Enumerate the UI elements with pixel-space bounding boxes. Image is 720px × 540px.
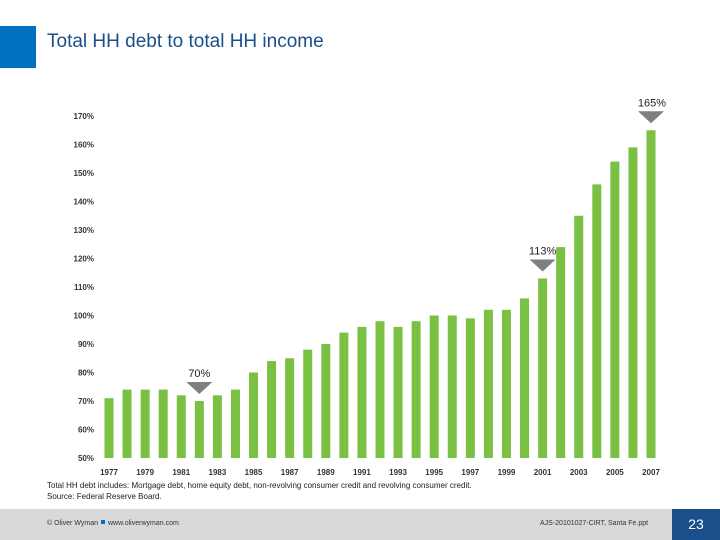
bar-1995 (429, 315, 439, 458)
callout-label: 165% (638, 97, 666, 109)
chart-notes: Total HH debt includes: Mortgage debt, h… (47, 480, 472, 502)
x-tick-label: 2003 (570, 468, 588, 477)
y-tick-label: 170% (74, 112, 94, 121)
footer-left: © Oliver Wyman www.oliverwyman.com (47, 520, 179, 527)
bar-2005 (610, 161, 620, 458)
bar-1994 (411, 321, 421, 458)
copyright-text: © Oliver Wyman (47, 520, 98, 527)
x-tick-label: 1995 (425, 468, 443, 477)
bar-1978 (122, 389, 132, 458)
bar-1999 (501, 309, 511, 458)
y-tick-label: 130% (74, 226, 94, 235)
callouts: 70% 113% 165% (186, 97, 666, 394)
y-tick-label: 110% (74, 283, 94, 292)
y-tick-label: 160% (74, 141, 94, 150)
bar-2003 (574, 215, 584, 458)
bar-2001 (538, 278, 548, 458)
footer-bar: © Oliver Wyman www.oliverwyman.com AJS-20… (0, 509, 672, 540)
bar-2006 (628, 147, 638, 458)
bar-1997 (465, 318, 475, 458)
y-tick-label: 120% (74, 255, 94, 264)
slide-title: Total HH debt to total HH income (47, 31, 324, 52)
y-tick-label: 140% (74, 198, 94, 207)
y-axis: 170% 160% 150% 140% 130% 120% 110% 100% 90% 80% 70… (74, 112, 94, 463)
x-tick-label: 1993 (389, 468, 407, 477)
x-tick-label: 1987 (281, 468, 299, 477)
callout-label: 113% (529, 245, 557, 257)
bar-1988 (303, 349, 313, 458)
bar-1989 (321, 344, 331, 458)
callout-arrow-icon (638, 111, 664, 124)
definition-note: Total HH debt includes: Mortgage debt, h… (47, 481, 472, 490)
bar-1982 (194, 401, 204, 458)
y-tick-label: 100% (74, 312, 94, 321)
title-accent-block (0, 26, 36, 68)
bar-1996 (447, 315, 457, 458)
callout-arrow-icon (529, 259, 556, 272)
y-tick-label: 50% (78, 454, 94, 463)
y-tick-label: 60% (78, 426, 94, 435)
x-tick-label: 1997 (461, 468, 479, 477)
separator-square-icon (101, 520, 105, 524)
bar-1990 (339, 332, 349, 458)
bar-1977 (104, 398, 114, 458)
bar-1985 (249, 372, 259, 458)
x-tick-label: 1985 (245, 468, 263, 477)
x-axis: 1977 1979 1981 1983 1985 1987 1989 1991 1993 1995… (100, 468, 660, 477)
bar-2002 (556, 247, 566, 458)
website-link[interactable]: www.oliverwyman.com (108, 520, 179, 527)
bar-series (104, 130, 656, 458)
bar-1991 (357, 326, 367, 458)
bar-1987 (285, 358, 295, 458)
bar-1983 (212, 395, 222, 458)
callout-arrow-icon (186, 382, 213, 394)
x-tick-label: 1977 (100, 468, 118, 477)
bar-1992 (375, 321, 385, 458)
x-tick-label: 2007 (642, 468, 660, 477)
x-tick-label: 1989 (317, 468, 335, 477)
x-tick-label: 1991 (353, 468, 371, 477)
debt-to-income-bar-chart: 170% 160% 150% 140% 130% 120% 110% 100% 90% 80% 70… (74, 97, 667, 477)
x-tick-label: 1981 (172, 468, 190, 477)
y-tick-label: 70% (78, 397, 94, 406)
bar-1984 (230, 389, 240, 458)
x-tick-label: 1983 (209, 468, 227, 477)
y-tick-label: 150% (74, 169, 94, 178)
x-tick-label: 2005 (606, 468, 624, 477)
x-tick-label: 1999 (498, 468, 516, 477)
y-tick-label: 80% (78, 369, 94, 378)
page-number: 23 (672, 509, 720, 540)
bar-2000 (520, 298, 530, 458)
x-tick-label: 2001 (534, 468, 552, 477)
document-id: AJS-20101027-CIRT, Santa Fe.ppt (540, 520, 649, 527)
callout-label: 70% (188, 368, 210, 380)
bar-1986 (267, 361, 277, 458)
bar-2004 (592, 184, 602, 458)
bar-1979 (140, 389, 150, 458)
bar-2007 (646, 130, 656, 458)
bar-1981 (176, 395, 186, 458)
bar-1980 (158, 389, 168, 458)
bar-1998 (483, 309, 493, 458)
x-tick-label: 1979 (136, 468, 154, 477)
source-note: Source: Federal Reserve Board. (47, 492, 162, 501)
bar-1993 (393, 326, 403, 458)
y-tick-label: 90% (78, 340, 94, 349)
